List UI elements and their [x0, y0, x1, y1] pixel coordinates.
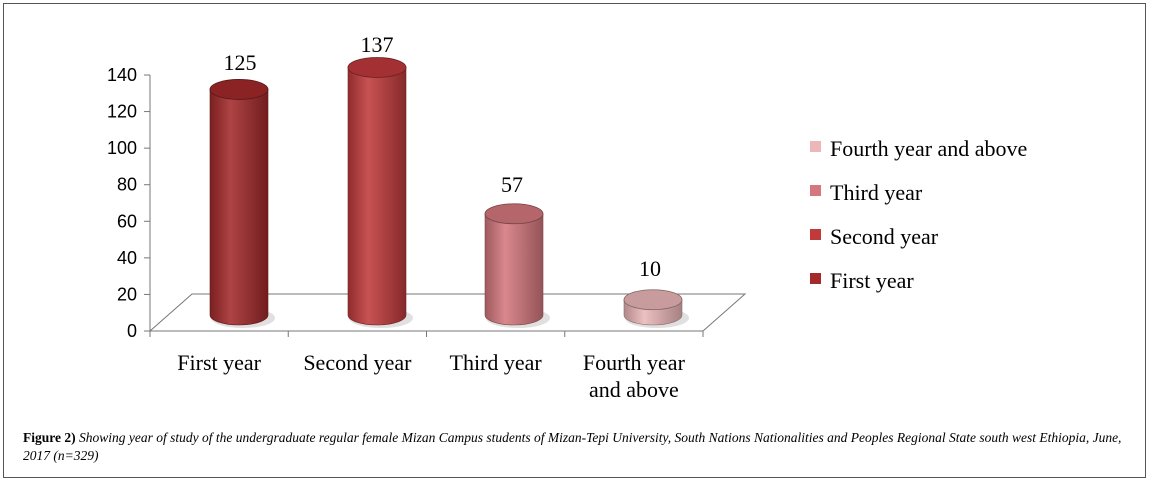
y-tick-label: 80 — [117, 175, 137, 195]
y-tick-label: 120 — [107, 102, 137, 122]
y-tick-label: 40 — [117, 248, 137, 268]
legend-label: Second year — [830, 224, 939, 249]
caption-text: Showing year of study of the undergradua… — [23, 430, 1122, 463]
bar-first-year — [209, 79, 275, 328]
figure-frame — [3, 3, 1146, 478]
chart-labels: First year Second year Third year Fourth ye… — [177, 32, 685, 402]
y-tick-label: 100 — [107, 138, 137, 158]
bar-top — [623, 289, 683, 311]
x-tick-label: Fourth year and above — [583, 350, 686, 402]
y-tick-label: 140 — [107, 65, 137, 85]
legend-swatch — [810, 273, 821, 284]
y-tick-label: 0 — [127, 321, 137, 341]
bar-chart: 0 20 40 60 80 100 120 140 First year Second year… — [107, 32, 1027, 402]
bar-third-year — [484, 203, 550, 328]
bar-top — [347, 57, 407, 78]
legend-swatch — [810, 141, 821, 152]
chart-bars — [209, 57, 689, 328]
data-label-second-year: 137 — [361, 32, 394, 57]
legend-label: Third year — [830, 180, 923, 205]
x-tick-label: First year — [177, 350, 261, 375]
legend-label: Fourth year and above — [830, 136, 1027, 161]
legend-swatch — [810, 229, 821, 240]
bar-body — [209, 89, 269, 326]
x-tick-label: Second year — [303, 350, 412, 375]
legend-label: First year — [830, 268, 914, 293]
chart-axes: 0 20 40 60 80 100 120 140 — [107, 65, 747, 341]
bar-second-year — [347, 57, 413, 328]
figure-caption: Figure 2) Showing year of study of the u… — [23, 429, 1123, 465]
bar-body — [347, 67, 407, 326]
legend-swatch — [810, 185, 821, 196]
bar-body — [484, 213, 544, 326]
x-tick-label: Third year — [450, 350, 543, 375]
data-label-fourth-year-and-above: 10 — [639, 256, 661, 281]
bar-top — [209, 79, 269, 100]
caption-label: Figure 2) — [23, 430, 76, 445]
data-label-third-year: 57 — [501, 172, 523, 197]
bar-fourth-year-and-above — [623, 289, 689, 328]
chart-legend: Fourth year and above Third year Second ye… — [810, 136, 1027, 293]
y-tick-label: 60 — [117, 211, 137, 231]
y-tick-label: 20 — [117, 284, 137, 304]
data-label-first-year: 125 — [224, 50, 257, 75]
bar-top — [484, 203, 544, 225]
